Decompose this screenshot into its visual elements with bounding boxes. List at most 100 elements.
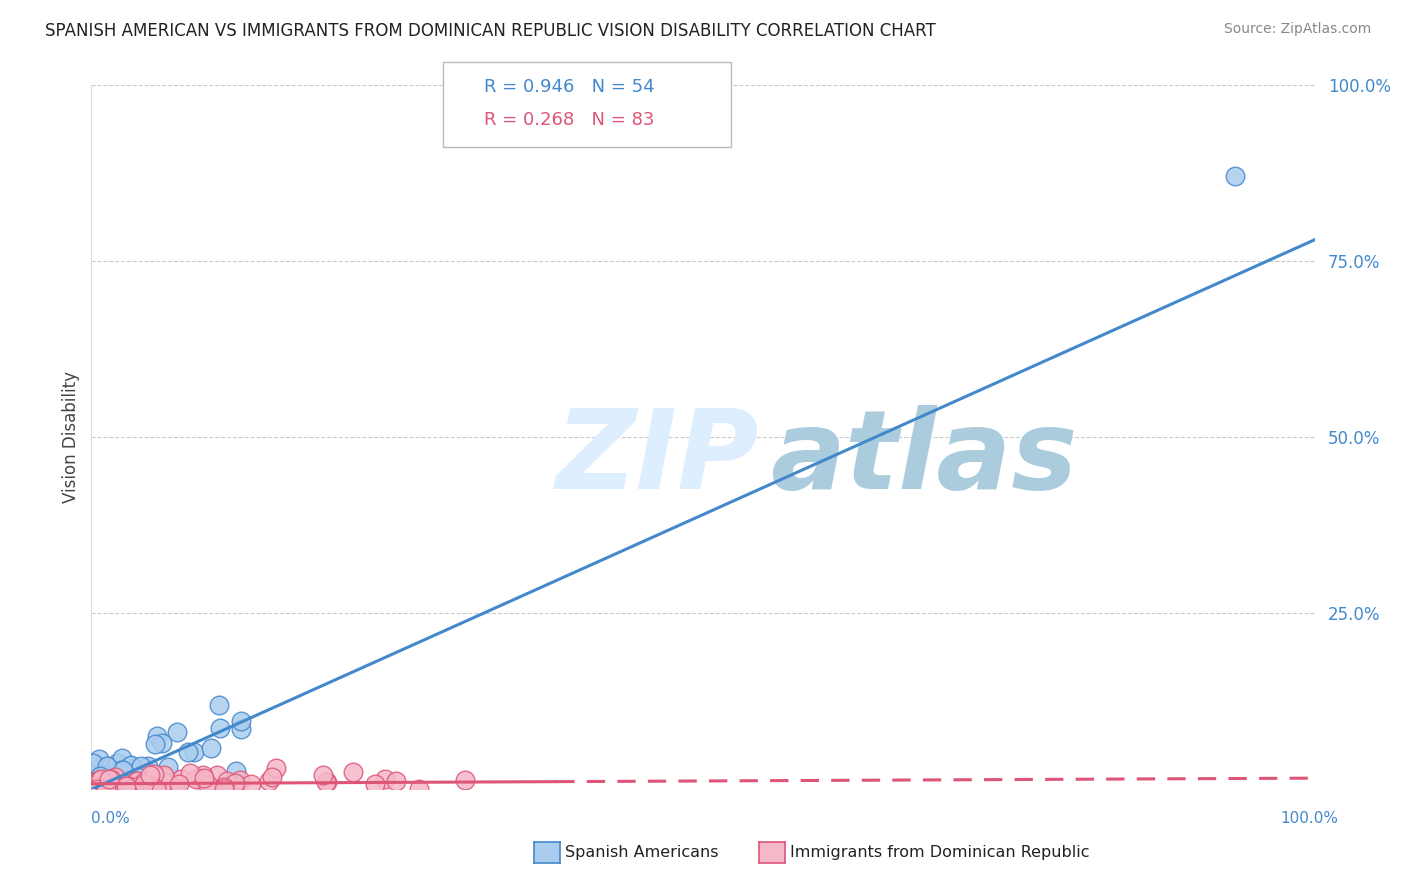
Point [87,782,110,797]
Text: atlas: atlas [770,405,1077,512]
Point [107,756,129,771]
Point [89,772,111,787]
Point [157,782,180,797]
Point [1223,169,1246,184]
Point [197,778,219,792]
Point [94,780,117,795]
Point [148,772,170,787]
Point [96,782,118,797]
Point [86,782,108,797]
Point [96,759,118,773]
Point [82,756,104,770]
Point [193,771,215,785]
Point [84,782,107,797]
Point [87,782,110,797]
Point [111,779,134,793]
Point [408,782,430,797]
Text: Source: ZipAtlas.com: Source: ZipAtlas.com [1223,22,1371,37]
Point [110,763,132,777]
Point [183,745,205,759]
Point [83,781,105,796]
Point [142,782,165,797]
Point [90,767,112,781]
Point [111,751,134,765]
Y-axis label: Vision Disability: Vision Disability [62,371,80,503]
Point [105,782,128,797]
Point [127,770,149,784]
Point [107,780,129,794]
Point [217,774,239,789]
Point [188,772,211,787]
Point [98,772,121,786]
Text: R = 0.946   N = 54: R = 0.946 N = 54 [484,78,654,96]
Point [201,782,224,797]
Point [87,782,110,797]
Point [136,759,159,773]
Point [231,722,253,736]
Point [90,772,112,786]
Point [186,772,208,786]
Point [212,782,235,797]
Point [134,780,156,794]
Point [228,772,250,787]
Point [315,775,337,789]
Point [141,773,163,788]
Point [132,782,155,797]
Text: 0.0%: 0.0% [91,812,131,826]
Point [82,782,104,797]
Point [112,773,135,788]
Point [225,764,247,778]
Point [125,773,148,788]
Point [224,776,246,790]
Point [115,779,138,793]
Point [104,765,127,780]
Point [136,782,159,797]
Text: SPANISH AMERICAN VS IMMIGRANTS FROM DOMINICAN REPUBLIC VISION DISABILITY CORRELA: SPANISH AMERICAN VS IMMIGRANTS FROM DOMI… [45,22,936,40]
Point [342,764,364,779]
Point [121,780,143,794]
Point [94,782,117,797]
Point [204,781,226,796]
Point [212,780,235,794]
Point [121,772,143,787]
Point [205,767,228,781]
Point [93,782,115,797]
Point [191,768,214,782]
Point [86,782,108,797]
Point [132,782,155,797]
Point [89,760,111,774]
Point [150,736,173,750]
Point [120,770,142,784]
Point [139,780,162,794]
Point [89,769,111,783]
Point [135,778,157,792]
Point [163,780,186,795]
Point [374,772,396,787]
Point [90,780,112,794]
Point [264,761,287,775]
Point [83,782,105,797]
Text: 100.0%: 100.0% [1281,812,1339,826]
Point [83,782,105,797]
Point [118,782,141,797]
Point [141,779,163,793]
Point [146,779,169,793]
Point [96,773,118,788]
Point [170,772,193,786]
Point [125,782,148,797]
Point [385,773,408,788]
Point [200,740,222,755]
Point [142,767,165,781]
Point [117,779,139,793]
Point [111,780,134,794]
Point [156,760,179,774]
Point [122,782,145,797]
Point [239,777,262,791]
Point [229,714,252,728]
Point [153,768,176,782]
Point [138,768,160,782]
Point [156,775,179,789]
Point [364,777,387,791]
Text: Immigrants from Dominican Republic: Immigrants from Dominican Republic [790,846,1090,860]
Point [209,722,232,736]
